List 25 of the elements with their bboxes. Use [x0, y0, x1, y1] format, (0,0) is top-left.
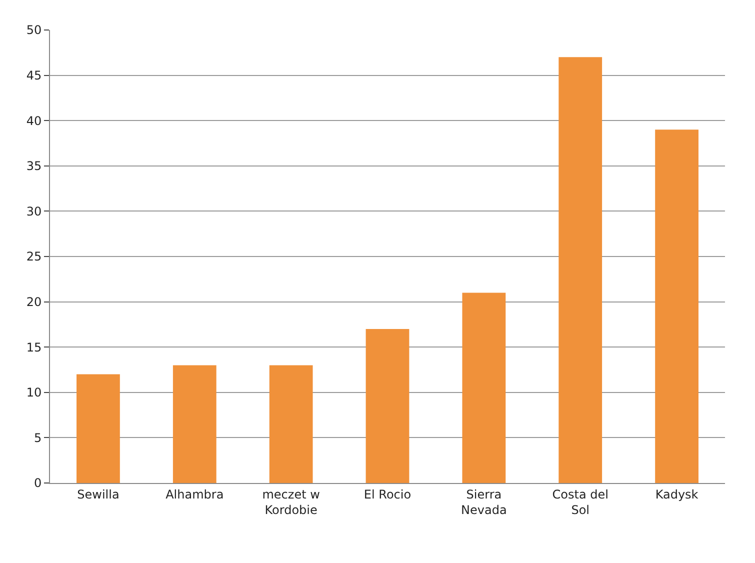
y-tick-label: 15 [26, 340, 42, 354]
y-tick-label: 5 [34, 430, 42, 445]
y-tick-label: 35 [26, 159, 42, 174]
bar [558, 57, 602, 483]
x-tick-label: Sewilla [77, 487, 120, 502]
x-tick-label: Sierra Nevada [461, 487, 507, 517]
y-tick-label: 20 [26, 295, 42, 309]
bar [462, 292, 506, 483]
y-tick-label: 45 [26, 68, 42, 82]
y-tick-label: 25 [26, 250, 42, 264]
bar [172, 365, 216, 483]
y-tick-label: 40 [26, 114, 42, 128]
bar [655, 130, 698, 483]
x-tick-label: Kadysk [655, 487, 698, 502]
x-tick-label: Alhambra [166, 487, 224, 502]
x-tick-label: meczet w Kordobie [262, 487, 320, 517]
y-tick-label: 10 [26, 386, 42, 400]
x-tick-label: El Rocio [364, 487, 412, 502]
bar [76, 374, 120, 483]
y-tick-label: 30 [26, 204, 42, 218]
bar [366, 328, 410, 483]
y-tick-label: 0 [34, 476, 42, 490]
bar [269, 365, 313, 483]
y-tick-label: 50 [26, 23, 42, 38]
x-tick-label: Costa del Sol [552, 487, 608, 517]
